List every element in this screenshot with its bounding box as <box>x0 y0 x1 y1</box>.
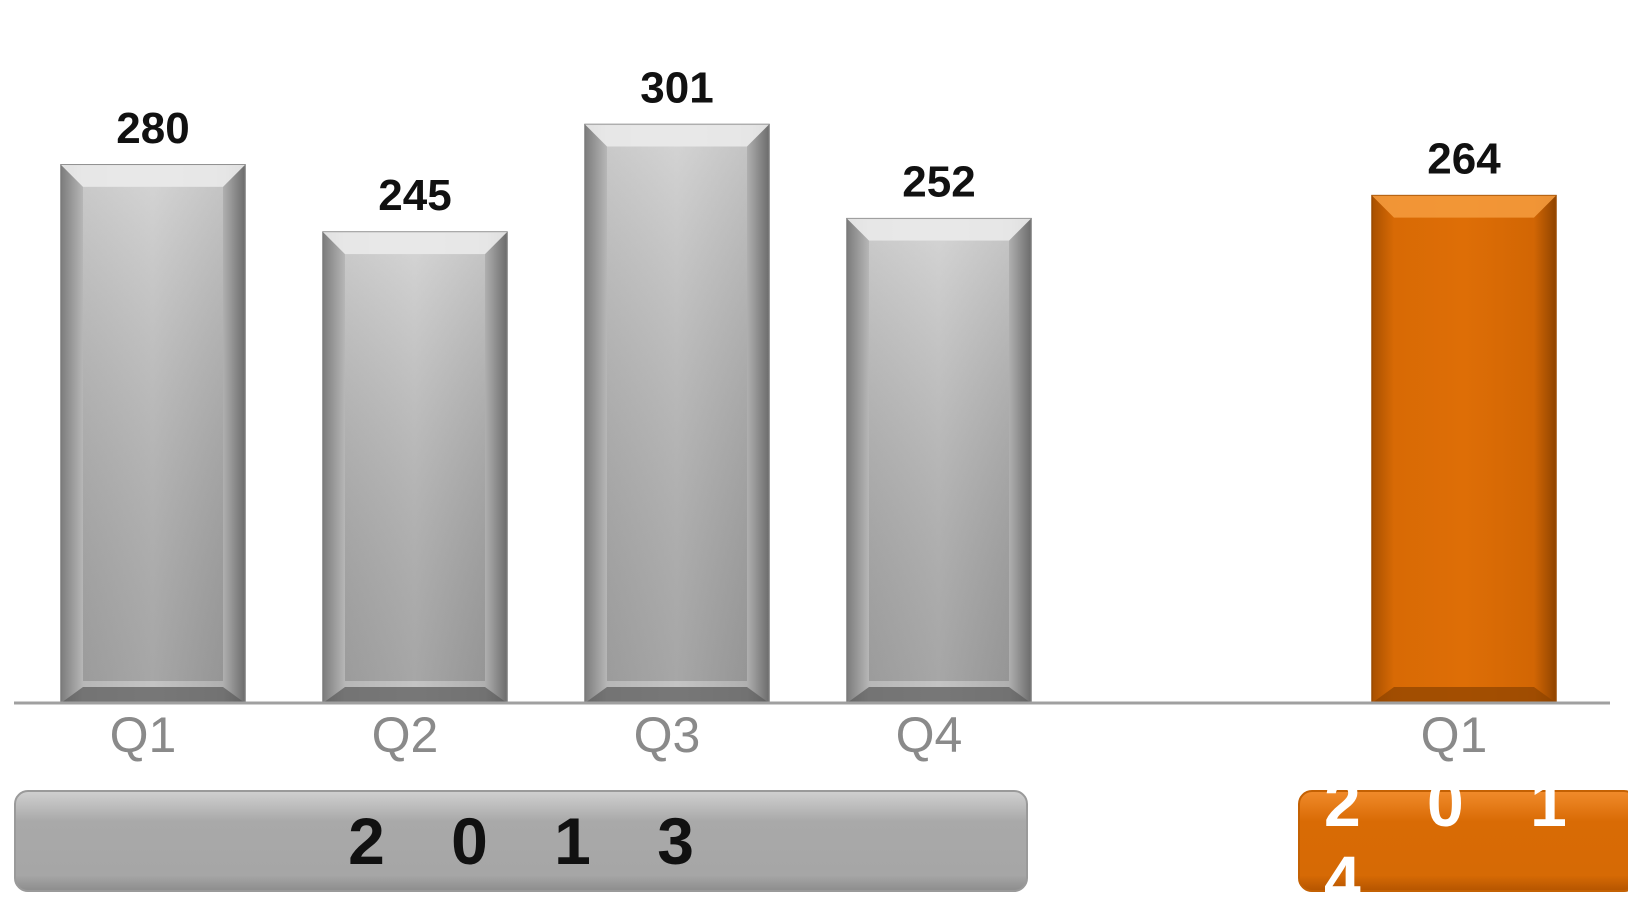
value-label: 264 <box>1427 135 1501 184</box>
bars <box>60 123 1557 704</box>
bar-2013-q1 <box>60 164 246 704</box>
bar-bottom-bevel <box>1372 687 1556 703</box>
bar-body <box>1371 194 1557 704</box>
value-label: 280 <box>116 104 189 153</box>
bar-2014-q1 <box>1371 194 1557 704</box>
x-tick-label: Q4 <box>896 707 963 763</box>
bar-face <box>869 240 1009 681</box>
x-tick-label: Q3 <box>634 707 701 763</box>
bar-face <box>607 146 747 681</box>
bar-bottom-bevel <box>585 687 769 703</box>
year-label-2014: 2 0 1 4 <box>1298 766 1628 916</box>
bar-2013-q2 <box>322 231 508 704</box>
bar-2013-q3 <box>584 123 770 704</box>
bar-top-bevel <box>1372 195 1556 218</box>
bar-bottom-bevel <box>61 687 245 703</box>
bar-chart: 280 Q1 245 Q2 301 Q3 252 Q4 264 Q1 <box>14 63 1610 763</box>
bar-top-bevel <box>61 164 245 187</box>
bar-2013-q4 <box>846 217 1032 704</box>
value-label: 301 <box>640 63 713 112</box>
x-tick-label: Q2 <box>372 707 439 763</box>
value-label: 245 <box>378 171 451 220</box>
bar-face <box>83 186 223 681</box>
x-tick-label: Q1 <box>1421 707 1488 763</box>
x-tick-label: Q1 <box>110 707 177 763</box>
bar-top-bevel <box>585 124 769 147</box>
bar-bottom-bevel <box>323 687 507 703</box>
bar-face <box>345 254 485 682</box>
bar-bottom-bevel <box>847 687 1031 703</box>
labels: 280 Q1 245 Q2 301 Q3 252 Q4 264 Q1 <box>110 63 1502 763</box>
year-label-2013-text: 2 0 1 3 <box>348 804 718 878</box>
bar-top-bevel <box>323 232 507 255</box>
year-label-2014-text: 2 0 1 4 <box>1324 766 1591 916</box>
bar-top-bevel <box>847 218 1031 241</box>
value-label: 252 <box>902 158 975 207</box>
year-label-2013: 2 0 1 3 <box>14 790 1028 892</box>
